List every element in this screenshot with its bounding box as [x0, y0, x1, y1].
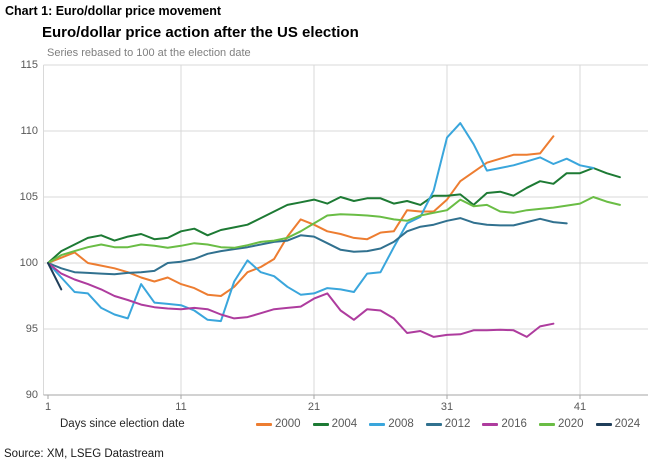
series-layer	[47, 122, 621, 338]
series-line-2024	[47, 262, 63, 291]
x-axis-line	[43, 394, 648, 399]
legend-label: 2012	[444, 418, 471, 430]
series-line-2012	[47, 217, 568, 276]
legend-swatch	[312, 422, 329, 426]
x-axis-tick-label: 31	[440, 401, 454, 413]
x-axis-tick-label: 41	[573, 401, 587, 413]
legend-item-2004: 2004	[312, 418, 358, 430]
y-axis-tick-label: 90	[25, 389, 38, 401]
series-line-2000	[47, 135, 555, 297]
legend-swatch	[256, 422, 272, 426]
legend-swatch	[425, 422, 442, 426]
series-line-2004	[47, 167, 621, 264]
series-line-2020	[47, 196, 621, 264]
legend-label: 2020	[557, 418, 584, 430]
legend-swatch	[595, 422, 612, 426]
legend-swatch	[482, 422, 499, 426]
legend-item-2012: 2012	[425, 418, 471, 430]
chart-subtitle: Series rebased to 100 at the election da…	[47, 47, 251, 59]
legend-item-2016: 2016	[482, 418, 527, 430]
series-line-2008	[47, 122, 595, 323]
legend-item-2000: 2000	[256, 418, 301, 430]
legend-label: 2008	[388, 418, 414, 430]
chart-title: Euro/dollar price action after the US el…	[42, 24, 359, 41]
x-axis-title: Days since election date	[60, 418, 185, 430]
gridlines	[43, 64, 648, 395]
x-axis-tick-label: 11	[175, 401, 187, 413]
legend-label: 2016	[501, 418, 527, 430]
y-axis-tick-label: 115	[20, 59, 38, 71]
x-axis-tick-label: 1	[44, 401, 52, 413]
legend-swatch	[369, 422, 386, 426]
y-axis-tick-label: 110	[20, 125, 38, 137]
y-axis-tick-label: 95	[25, 323, 38, 335]
legend-item-2024: 2024	[595, 418, 641, 430]
legend: 2000 2004 2008 2012 2016 2020 2024	[256, 418, 640, 430]
legend-label: 2024	[614, 418, 641, 430]
legend-label: 2000	[275, 418, 301, 430]
legend-label: 2004	[331, 418, 358, 430]
legend-item-2008: 2008	[369, 418, 414, 430]
series-line-2016	[47, 262, 555, 338]
page-header: Chart 1: Euro/dollar price movement	[5, 4, 222, 18]
x-axis-tick-label: 21	[307, 401, 321, 413]
legend-item-2020: 2020	[538, 418, 584, 430]
legend-swatch	[538, 422, 555, 426]
y-axis-tick-label: 105	[19, 191, 38, 203]
source-text: Source: XM, LSEG Datastream	[4, 448, 164, 460]
y-axis-tick-label: 100	[19, 257, 38, 269]
